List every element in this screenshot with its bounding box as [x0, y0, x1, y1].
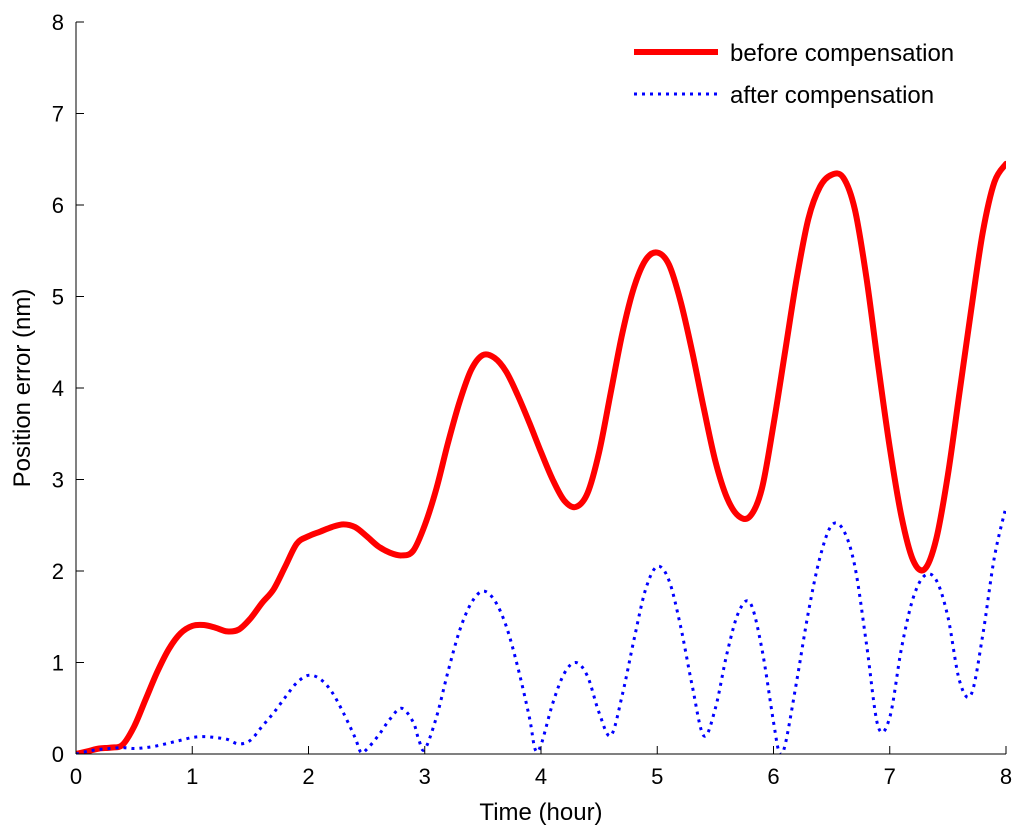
y-tick-label: 5 — [52, 285, 64, 310]
x-tick-label: 5 — [651, 764, 663, 789]
y-tick-label: 2 — [52, 559, 64, 584]
x-tick-label: 1 — [186, 764, 198, 789]
x-tick-label: 2 — [302, 764, 314, 789]
x-tick-label: 3 — [419, 764, 431, 789]
y-tick-label: 4 — [52, 376, 64, 401]
series-layer — [76, 160, 1006, 754]
y-axis-label: Position error (nm) — [9, 289, 36, 488]
x-tick-label: 7 — [884, 764, 896, 789]
x-tick-label: 4 — [535, 764, 547, 789]
y-tick-label: 1 — [52, 651, 64, 676]
x-axis-label: Time (hour) — [479, 799, 602, 826]
y-tick-label: 3 — [52, 468, 64, 493]
series-line-before-compensation — [76, 160, 1006, 754]
x-tick-label: 6 — [767, 764, 779, 789]
legend-label-after-compensation: after compensation — [730, 82, 934, 109]
y-tick-label: 0 — [52, 742, 64, 767]
ticks: 0 1 2 3 4 5 6 7 8 0 1 2 3 4 5 6 7 8 — [52, 10, 1012, 789]
legend: before compensation after compensation — [634, 40, 954, 109]
x-tick-label: 0 — [70, 764, 82, 789]
y-tick-label: 6 — [52, 193, 64, 218]
y-tick-label: 7 — [52, 102, 64, 127]
legend-label-before-compensation: before compensation — [730, 40, 954, 67]
y-tick-label: 8 — [52, 10, 64, 35]
series-line-after-compensation — [76, 506, 1006, 754]
x-tick-label: 8 — [1000, 764, 1012, 789]
